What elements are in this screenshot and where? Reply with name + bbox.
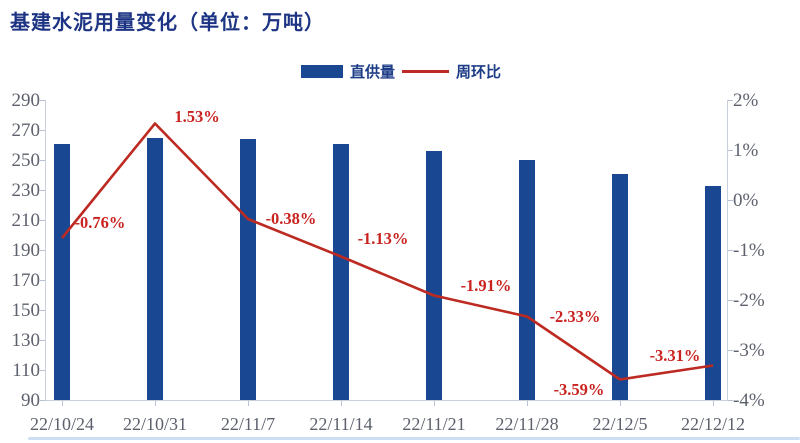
legend-line-swatch <box>402 69 450 73</box>
x-axis-tick <box>620 401 621 406</box>
data-label: -0.38% <box>265 209 317 228</box>
y-axis-label: 270 <box>11 119 41 141</box>
y-axis-label: 110 <box>12 359 40 381</box>
right-axis-tick <box>728 250 733 251</box>
y-axis-label: 190 <box>11 239 41 261</box>
bar <box>240 139 256 400</box>
y-axis-tick <box>40 250 45 251</box>
bar <box>54 143 70 400</box>
x-axis-label: 22/11/14 <box>309 414 373 434</box>
y-axis-tick <box>40 130 45 131</box>
x-axis-tick <box>713 401 714 406</box>
x-axis-label: 22/12/12 <box>680 414 745 434</box>
bar <box>426 151 442 400</box>
bottom-edge-line <box>28 437 800 440</box>
bar <box>705 185 721 400</box>
bar <box>147 137 163 400</box>
bar <box>612 173 628 400</box>
legend-label-line-series: 周环比 <box>456 64 502 81</box>
data-label: -1.91% <box>460 275 512 295</box>
right-axis-tick <box>728 300 733 301</box>
y-axis-label: 290 <box>11 89 41 111</box>
x-axis-tick <box>341 401 342 406</box>
right-axis-label: 2% <box>733 89 759 111</box>
legend-label-bar-series: 直供量 <box>350 64 396 81</box>
right-axis-label: -3% <box>733 339 765 361</box>
right-axis-label: -4% <box>733 389 765 411</box>
right-axis-label: -2% <box>733 289 765 311</box>
chart-title: 基建水泥用量变化（单位：万吨） <box>10 12 325 34</box>
right-axis-label: 0% <box>733 189 759 211</box>
y-axis-label: 230 <box>11 179 41 201</box>
right-axis-tick <box>728 200 733 201</box>
right-axis-tick <box>728 350 733 351</box>
y-axis-label: 130 <box>11 329 41 351</box>
x-axis-label: 22/11/28 <box>495 414 559 434</box>
data-label: -3.59% <box>553 379 605 399</box>
data-label: -3.31% <box>649 345 701 365</box>
bar <box>333 143 349 400</box>
y-axis-tick <box>40 340 45 341</box>
left-axis-line <box>45 100 46 400</box>
data-label: 1.53% <box>174 106 220 126</box>
y-axis-tick <box>40 100 45 101</box>
y-axis-tick <box>40 160 45 161</box>
x-axis-label: 22/11/21 <box>402 414 466 434</box>
right-axis-label: 1% <box>733 139 759 161</box>
data-label: -2.33% <box>549 306 601 326</box>
y-axis-label: 250 <box>11 149 41 171</box>
y-axis-label: 210 <box>11 209 41 231</box>
y-axis-label: 90 <box>21 389 40 411</box>
x-axis-tick <box>527 401 528 406</box>
right-axis-tick <box>728 150 733 151</box>
legend-bar-swatch <box>301 64 343 78</box>
x-axis-tick <box>434 401 435 406</box>
x-axis-line <box>45 400 728 401</box>
x-axis-tick <box>62 401 63 406</box>
y-axis-label: 170 <box>11 269 41 291</box>
data-label: -1.13% <box>357 228 409 248</box>
right-axis-label: -1% <box>733 239 765 261</box>
x-axis-label: 22/10/31 <box>122 414 187 434</box>
y-axis-tick <box>40 370 45 371</box>
x-axis-label: 22/12/5 <box>592 414 648 434</box>
x-axis-label: 22/10/24 <box>29 414 94 434</box>
y-axis-label: 150 <box>11 299 41 321</box>
bar <box>519 160 535 400</box>
x-axis-tick <box>248 401 249 406</box>
y-axis-tick <box>40 400 45 401</box>
y-axis-tick <box>40 220 45 221</box>
legend: 直供量 周环比 <box>301 62 502 81</box>
data-label: -0.76% <box>74 213 126 232</box>
right-axis-tick <box>728 400 733 401</box>
y-axis-tick <box>40 310 45 311</box>
right-axis-tick <box>728 100 733 101</box>
x-axis-tick <box>155 401 156 406</box>
y-axis-tick <box>40 280 45 281</box>
right-axis-line <box>727 100 728 400</box>
x-axis-label: 22/11/7 <box>220 414 276 434</box>
y-axis-tick <box>40 190 45 191</box>
